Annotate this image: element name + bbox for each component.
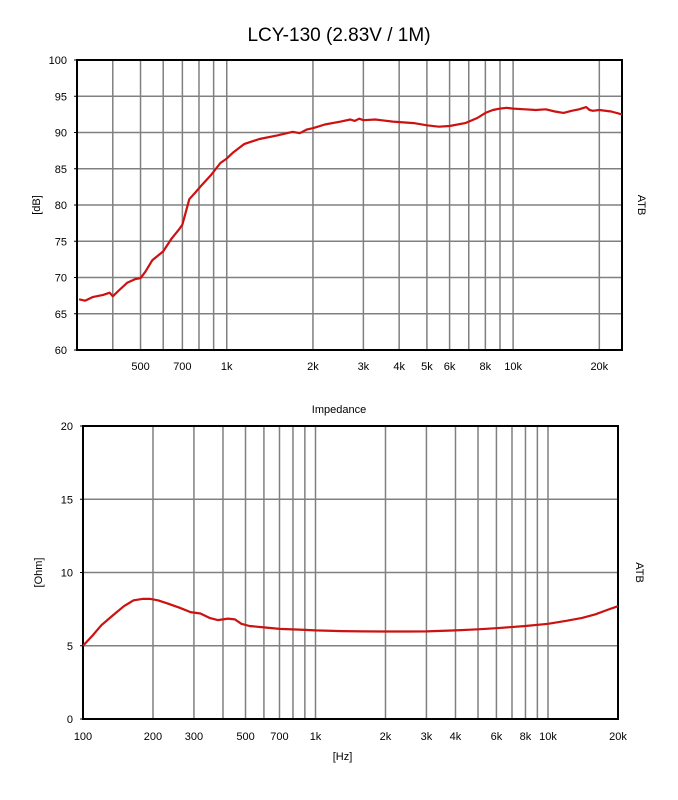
chart-title: LCY-130 (2.83V / 1M) (247, 25, 431, 46)
y-axis-label: [dB] (31, 195, 43, 215)
x-axis-label: [Hz] (333, 751, 353, 763)
right-axis-label: ATB (633, 562, 645, 583)
y-tick-label: 60 (55, 345, 67, 357)
x-tick-label: 700 (173, 361, 191, 373)
x-tick-label: 4k (393, 361, 405, 373)
x-tick-label: 2k (307, 361, 319, 373)
impedance-chart-title: Impedance (311, 404, 367, 416)
y-tick-label: 5 (67, 641, 73, 653)
spl-chart: 60 65 70 75 80 85 90 95 100 500 700 1k 2k 3k 4k 5k 6k 8k 1… (31, 55, 647, 373)
x-tick-label: 4k (450, 731, 462, 743)
y-tick-label: 0 (67, 714, 73, 726)
plot-frame (82, 425, 619, 720)
x-tick-label: 8k (480, 361, 492, 373)
x-tick-label: 300 (185, 731, 203, 743)
x-tick-label: 100 (74, 731, 92, 743)
y-tick-label: 65 (55, 309, 67, 321)
y-tick-label: 100 (49, 55, 67, 67)
y-tick-label: 80 (55, 200, 67, 212)
x-tick-label: 6k (444, 361, 456, 373)
x-tick-label: 200 (144, 731, 162, 743)
x-tick-label: 3k (421, 731, 433, 743)
x-tick-label: 2k (380, 731, 392, 743)
x-tick-label: 20k (590, 361, 608, 373)
x-tick-label: 10k (539, 731, 557, 743)
y-tick-label: 95 (55, 91, 67, 103)
x-tick-label: 500 (131, 361, 149, 373)
y-tick-label: 10 (61, 568, 73, 580)
right-axis-label: ATB (635, 195, 647, 216)
x-tick-label: 6k (491, 731, 503, 743)
x-tick-label: 1k (221, 361, 233, 373)
y-axis-label: [Ohm] (33, 558, 45, 588)
y-tick-label: 15 (61, 494, 73, 506)
y-tick-label: 20 (61, 421, 73, 433)
y-tick-label: 75 (55, 236, 67, 248)
x-tick-label: 1k (310, 731, 322, 743)
plot-frame (76, 59, 623, 351)
x-tick-label: 20k (609, 731, 627, 743)
x-tick-label: 700 (270, 731, 288, 743)
y-tick-label: 70 (55, 273, 67, 285)
y-tick-label: 90 (55, 128, 67, 140)
impedance-chart: 0 5 10 15 20 100 200 300 500 700 1k 2k 3k 4k 6k 8k 10k 20… (33, 421, 645, 763)
x-tick-label: 5k (421, 361, 433, 373)
data-line-spl (78, 105, 623, 302)
x-tick-label: 3k (358, 361, 370, 373)
data-line-impedance (82, 597, 619, 647)
x-tick-label: 8k (520, 731, 532, 743)
y-tick-label: 85 (55, 164, 67, 176)
x-tick-label: 10k (504, 361, 522, 373)
x-tick-label: 500 (236, 731, 254, 743)
